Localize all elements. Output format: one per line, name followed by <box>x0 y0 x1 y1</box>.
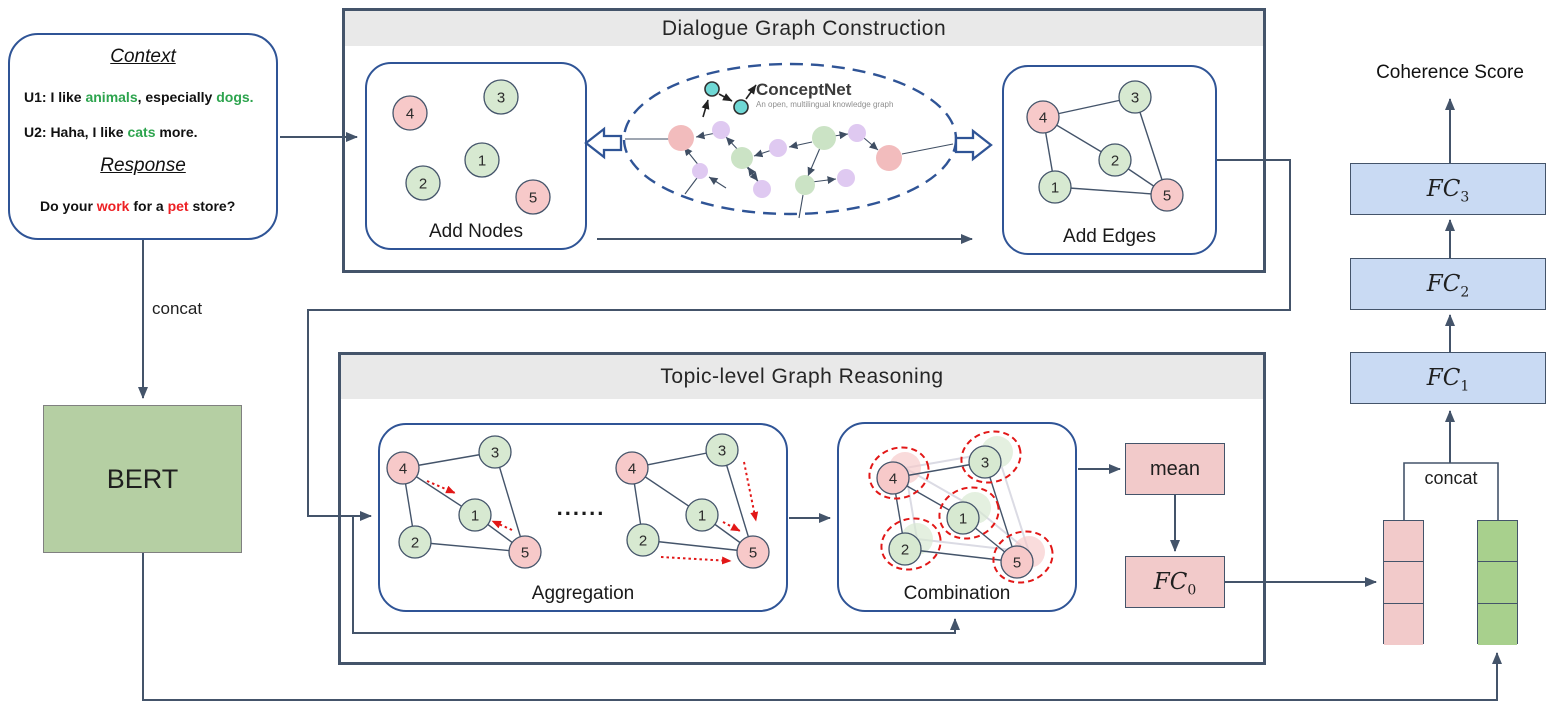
fc0-box: FC0 <box>1125 556 1225 608</box>
fc1-label: FC1 <box>1426 365 1470 395</box>
response-heading: Response <box>10 155 276 177</box>
utterance-u2: U2: Haha, I like cats more. <box>24 124 198 140</box>
context-heading-text: Context <box>110 46 176 67</box>
aggregation-label: Aggregation <box>531 583 635 604</box>
concat-right-label: concat <box>1424 468 1478 488</box>
conceptnet-tagline: An open, multilingual knowledge graph <box>756 100 894 109</box>
bert-label: BERT <box>106 463 179 494</box>
combination-label: Combination <box>903 583 1011 604</box>
coherence-score-label: Coherence Score <box>1376 62 1524 83</box>
mean-box: mean <box>1125 443 1225 495</box>
pink-vector-cell <box>1384 603 1423 645</box>
pink-feature-vector <box>1383 520 1424 645</box>
dialogue-section-title: Dialogue Graph Construction <box>661 16 947 40</box>
conceptnet-name: ConceptNet <box>756 80 852 99</box>
dialogue-section-header: Dialogue Graph Construction <box>345 11 1263 46</box>
green-feature-vector <box>1477 520 1518 645</box>
concat-bert-label: concat <box>152 299 203 318</box>
response-text: Do your work for a pet store? <box>40 198 236 214</box>
add-nodes-box: Add Nodes <box>365 62 587 250</box>
add-edges-box: Add Edges <box>1002 65 1217 255</box>
pink-vector-cell <box>1384 521 1423 563</box>
ellipsis-dots: ...... <box>556 495 606 520</box>
fc2-box: FC2 <box>1350 258 1546 310</box>
bert-box: BERT <box>43 405 242 553</box>
fc3-box: FC3 <box>1350 163 1546 215</box>
pink-vector-cell <box>1384 562 1423 604</box>
conceptnet-logo-text: ConceptNet An open, multilingual knowled… <box>756 81 893 109</box>
fc2-label: FC2 <box>1426 271 1470 301</box>
green-vector-cell <box>1478 562 1517 604</box>
green-vector-cell <box>1478 603 1517 645</box>
fc1-box: FC1 <box>1350 352 1546 404</box>
context-response-box: Context U1: I like animals, especially d… <box>8 33 278 240</box>
topic-section-header: Topic-level Graph Reasoning <box>341 355 1263 399</box>
fc0-label: FC0 <box>1153 569 1197 599</box>
utterance-u1: U1: I like animals, especially dogs. <box>24 89 254 105</box>
topic-section-title: Topic-level Graph Reasoning <box>660 365 944 388</box>
response-heading-text: Response <box>100 155 186 176</box>
fc3-label: FC3 <box>1426 176 1470 206</box>
add-edges-label: Add Edges <box>1063 226 1156 247</box>
combination-box: Combination <box>837 422 1077 612</box>
add-nodes-label: Add Nodes <box>428 221 523 242</box>
mean-label: mean <box>1149 457 1201 480</box>
context-heading: Context <box>10 46 276 68</box>
green-vector-cell <box>1478 521 1517 563</box>
